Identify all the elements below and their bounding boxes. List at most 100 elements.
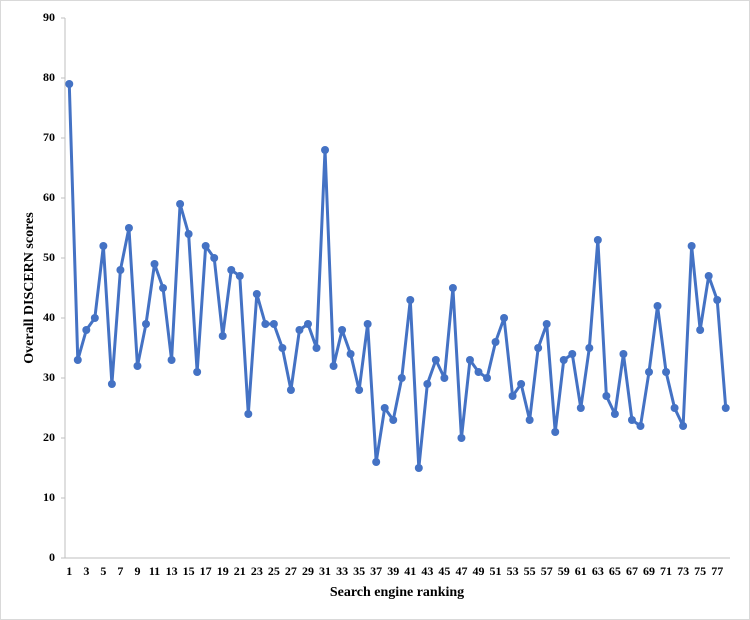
data-point	[636, 422, 645, 430]
x-tick-label: 59	[558, 564, 570, 578]
data-point	[474, 368, 483, 376]
data-point	[227, 266, 236, 274]
data-point	[184, 230, 193, 238]
x-tick-label: 27	[285, 564, 297, 578]
data-point	[457, 434, 466, 442]
x-tick-label: 23	[251, 564, 263, 578]
data-point	[201, 242, 210, 250]
data-point	[167, 356, 176, 364]
x-tick-label: 7	[117, 564, 123, 578]
data-point	[380, 404, 389, 412]
data-point	[244, 410, 253, 418]
y-tick-label: 70	[43, 130, 55, 144]
data-point	[252, 290, 261, 298]
x-tick-label: 73	[677, 564, 689, 578]
y-tick-label: 90	[43, 10, 55, 24]
y-tick-label: 10	[43, 490, 55, 504]
data-point	[150, 260, 159, 268]
data-point	[82, 326, 91, 334]
x-tick-label: 41	[404, 564, 416, 578]
x-tick-label: 5	[100, 564, 106, 578]
data-point	[448, 284, 457, 292]
x-tick-label: 21	[234, 564, 246, 578]
data-point	[602, 392, 611, 400]
y-tick-label: 20	[43, 430, 55, 444]
y-tick-label: 0	[49, 550, 55, 564]
data-point	[568, 350, 577, 358]
x-tick-label: 17	[200, 564, 212, 578]
data-point	[551, 428, 560, 436]
data-point	[210, 254, 219, 262]
data-point	[610, 410, 619, 418]
data-point	[363, 320, 372, 328]
x-tick-label: 75	[694, 564, 706, 578]
data-point	[559, 356, 568, 364]
data-point	[465, 356, 474, 364]
data-point	[159, 284, 168, 292]
data-point	[278, 344, 287, 352]
y-axis-title: Overall DISCERN scores	[22, 212, 37, 364]
data-point	[124, 224, 133, 232]
data-point	[73, 356, 82, 364]
data-point	[670, 404, 679, 412]
data-point	[329, 362, 338, 370]
x-tick-label: 69	[643, 564, 655, 578]
data-point	[687, 242, 696, 250]
x-tick-label: 3	[83, 564, 89, 578]
x-axis-title: Search engine ranking	[330, 585, 464, 600]
data-point	[423, 380, 432, 388]
x-tick-label: 35	[353, 564, 365, 578]
data-point	[576, 404, 585, 412]
data-point	[176, 200, 185, 208]
data-point	[261, 320, 270, 328]
data-point	[508, 392, 517, 400]
data-point	[141, 320, 150, 328]
x-tick-label: 15	[183, 564, 195, 578]
data-point	[585, 344, 594, 352]
data-point	[107, 380, 116, 388]
x-tick-label: 71	[660, 564, 672, 578]
data-point	[65, 80, 74, 88]
data-line	[67, 83, 728, 470]
data-point	[653, 302, 662, 310]
x-tick-label: 45	[438, 564, 450, 578]
data-point	[116, 266, 125, 274]
data-point	[627, 416, 636, 424]
y-tick-label: 80	[43, 70, 55, 84]
data-point	[397, 374, 406, 382]
data-point	[704, 272, 713, 280]
data-point	[679, 422, 688, 430]
data-point	[372, 458, 381, 466]
y-tick-label: 40	[43, 310, 55, 324]
x-tick-label: 63	[592, 564, 604, 578]
data-point	[414, 464, 423, 472]
data-point	[645, 368, 654, 376]
data-point	[321, 146, 330, 154]
data-point	[525, 416, 534, 424]
data-point	[235, 272, 244, 280]
x-tick-label: 39	[387, 564, 399, 578]
x-tick-label: 11	[149, 564, 160, 578]
data-point	[662, 368, 671, 376]
data-point	[133, 362, 142, 370]
x-tick-label: 1	[66, 564, 72, 578]
data-point	[593, 236, 602, 244]
data-point	[696, 326, 705, 334]
data-point	[338, 326, 347, 334]
x-tick-label: 9	[134, 564, 140, 578]
data-point	[303, 320, 312, 328]
x-tick-label: 49	[472, 564, 484, 578]
data-point	[500, 314, 509, 322]
x-tick-label: 13	[166, 564, 178, 578]
data-point	[534, 344, 543, 352]
data-point	[491, 338, 500, 346]
x-tick-label: 77	[711, 564, 723, 578]
x-tick-label: 31	[319, 564, 331, 578]
x-tick-label: 55	[524, 564, 536, 578]
data-point	[269, 320, 278, 328]
data-point	[431, 356, 440, 364]
data-point	[389, 416, 398, 424]
y-tick-label: 50	[43, 250, 55, 264]
y-tick-label: 60	[43, 190, 55, 204]
